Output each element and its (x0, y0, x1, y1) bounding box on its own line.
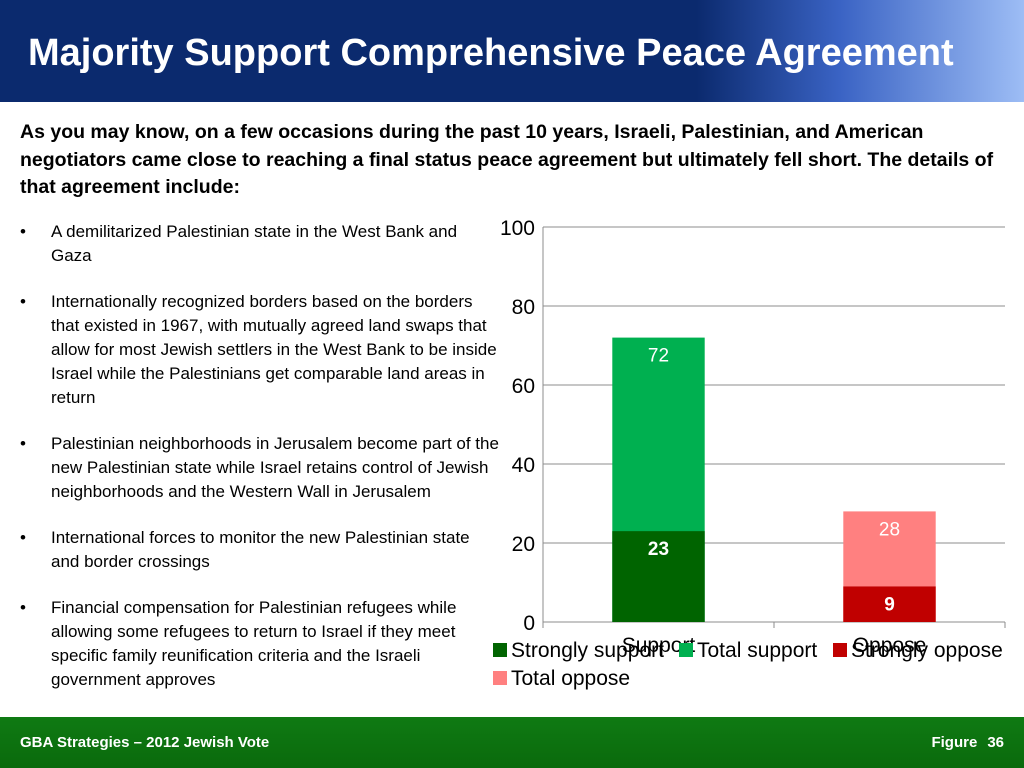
list-item: • Palestinian neighborhoods in Jerusalem … (20, 432, 500, 504)
figure-number: 36 (987, 734, 1004, 751)
bullet-icon: • (20, 222, 26, 241)
bullet-text: Palestinian neighborhoods in Jerusalem b… (51, 434, 499, 501)
y-tick-label: 80 (512, 296, 535, 319)
legend-swatch (679, 643, 693, 657)
data-label: 23 (648, 539, 669, 560)
footer-bar: GBA Strategies – 2012 Jewish Vote Figure… (0, 717, 1024, 768)
bullet-icon: • (20, 434, 26, 453)
title-banner: Majority Support Comprehensive Peace Agr… (0, 0, 1024, 102)
legend-swatch (833, 643, 847, 657)
bar-strongly-support (612, 531, 705, 622)
list-item: • International forces to monitor the new… (20, 526, 500, 574)
legend-label: Total oppose (511, 667, 630, 690)
y-tick-label: 0 (523, 612, 535, 635)
x-tick-label: Oppose (853, 634, 927, 657)
bar-strongly-oppose (843, 586, 936, 622)
slide-title: Majority Support Comprehensive Peace Agr… (28, 32, 954, 74)
x-tick-label: Support (622, 634, 696, 657)
legend-label: Strongly oppose (851, 639, 1003, 662)
bullet-text: International forces to monitor the new … (51, 528, 470, 571)
footer-figure: Figure 36 (931, 734, 1004, 751)
y-tick-label: 20 (512, 533, 535, 556)
bullet-icon: • (20, 292, 26, 311)
legend-swatch (493, 643, 507, 657)
list-item: • Financial compensation for Palestinian … (20, 596, 500, 692)
list-item: • A demilitarized Palestinian state in th… (20, 220, 500, 268)
bullet-icon: • (20, 598, 26, 617)
legend-label: Strongly support (511, 639, 664, 662)
data-label: 28 (879, 519, 900, 540)
bullet-text: Financial compensation for Palestinian r… (51, 598, 457, 689)
data-label: 9 (884, 594, 895, 615)
survey-question: As you may know, on a few occasions duri… (20, 121, 994, 198)
footer-source: GBA Strategies – 2012 Jewish Vote (20, 734, 270, 751)
y-tick-label: 100 (500, 217, 535, 240)
figure-label: Figure (931, 734, 978, 751)
legend-label: Total support (697, 639, 817, 662)
bullet-text: Internationally recognized borders based… (51, 292, 497, 407)
list-item: • Internationally recognized borders base… (20, 290, 500, 410)
y-tick-label: 40 (512, 454, 535, 477)
legend-swatch (493, 671, 507, 685)
agreement-details-list: • A demilitarized Palestinian state in th… (20, 220, 500, 714)
bullet-text: A demilitarized Palestinian state in the… (51, 222, 458, 265)
y-tick-label: 60 (512, 375, 535, 398)
data-label: 72 (648, 346, 669, 367)
bullet-icon: • (20, 528, 26, 547)
